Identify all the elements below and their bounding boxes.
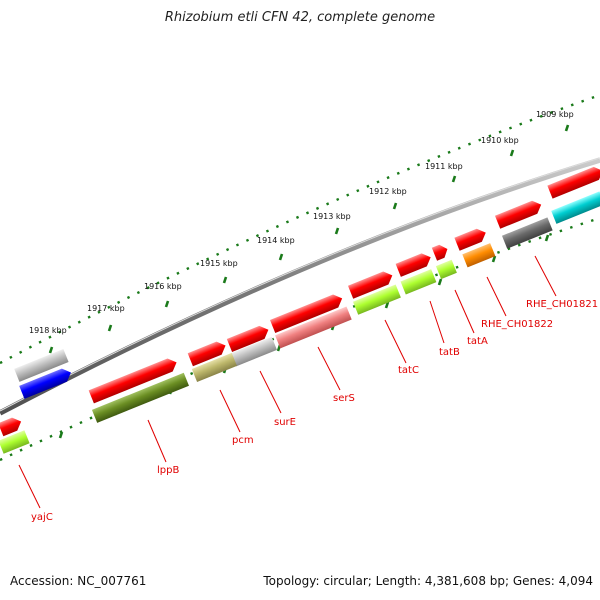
inner-scale-track bbox=[0, 216, 600, 462]
scale-labels: 1909 kbp 1910 kbp 1911 kbp 1912 kbp 1913… bbox=[29, 110, 574, 335]
gene-arrow bbox=[431, 244, 448, 261]
scale-label: 1918 kbp bbox=[29, 326, 67, 335]
gene-arrow bbox=[395, 253, 431, 277]
accession-text: Accession: NC_007761 bbox=[10, 574, 147, 588]
gene-arrow bbox=[187, 341, 226, 367]
gene-label-rhe-ch01822: RHE_CH01822 bbox=[481, 319, 553, 330]
scale-label: 1915 kbp bbox=[200, 259, 238, 268]
genome-summary-text: Topology: circular; Length: 4,381,608 bp… bbox=[263, 574, 593, 588]
gene-label-lppb: lppB bbox=[157, 465, 179, 476]
gene-arrow bbox=[14, 349, 69, 382]
gene-label-tatc: tatC bbox=[398, 365, 419, 376]
gene-label-tata: tatA bbox=[467, 336, 488, 347]
gene-arrow bbox=[551, 191, 600, 224]
scale-label: 1910 kbp bbox=[481, 136, 519, 145]
scale-label: 1912 kbp bbox=[369, 187, 407, 196]
reverse-strand-genes bbox=[0, 191, 600, 454]
scale-label: 1917 kbp bbox=[87, 304, 125, 313]
scale-label: 1911 kbp bbox=[425, 162, 463, 171]
gene-arrow bbox=[19, 368, 71, 399]
gene-arrow bbox=[91, 372, 189, 423]
map-title: Rhizobium etli CFN 42, complete genome bbox=[164, 10, 436, 25]
gene-label-sers: serS bbox=[333, 393, 355, 404]
genome-backbone-highlight bbox=[0, 157, 600, 412]
gene-label-pcm: pcm bbox=[232, 435, 254, 446]
gene-arrow bbox=[0, 430, 30, 454]
gene-label-tatb: tatB bbox=[439, 347, 460, 358]
scale-ticks bbox=[48, 124, 570, 354]
gene-arrow bbox=[501, 217, 553, 249]
gene-arrow bbox=[400, 269, 437, 295]
gene-arrow bbox=[435, 259, 457, 280]
gene-arrow bbox=[269, 294, 343, 333]
scale-label: 1909 kbp bbox=[536, 110, 574, 119]
gene-label-rhe-ch01821: RHE_CH01821 bbox=[526, 299, 598, 310]
gene-label-yajc: yajC bbox=[31, 512, 53, 523]
genome-backbone bbox=[0, 157, 600, 416]
gene-labels: RHE_CH01821 RHE_CH01822 tatA tatB tatC s… bbox=[31, 299, 598, 523]
gene-arrow bbox=[462, 243, 496, 268]
gene-arrow bbox=[230, 336, 277, 367]
gene-arrow bbox=[275, 306, 352, 349]
scale-label: 1916 kbp bbox=[144, 282, 182, 291]
gene-arrow bbox=[454, 228, 486, 251]
gene-arrow bbox=[0, 417, 22, 437]
forward-strand-genes bbox=[0, 166, 600, 437]
gene-arrow bbox=[226, 325, 269, 352]
label-leaders bbox=[18, 255, 557, 509]
scale-label: 1913 kbp bbox=[313, 212, 351, 221]
gene-arrow bbox=[547, 166, 600, 199]
gene-arrow bbox=[347, 271, 393, 299]
gene-arrow bbox=[88, 358, 177, 404]
gene-arrow bbox=[352, 284, 401, 315]
gene-arrow bbox=[191, 352, 237, 382]
gene-label-sure: surE bbox=[274, 417, 296, 428]
gene-arrow bbox=[494, 200, 542, 229]
scale-label: 1914 kbp bbox=[257, 236, 295, 245]
